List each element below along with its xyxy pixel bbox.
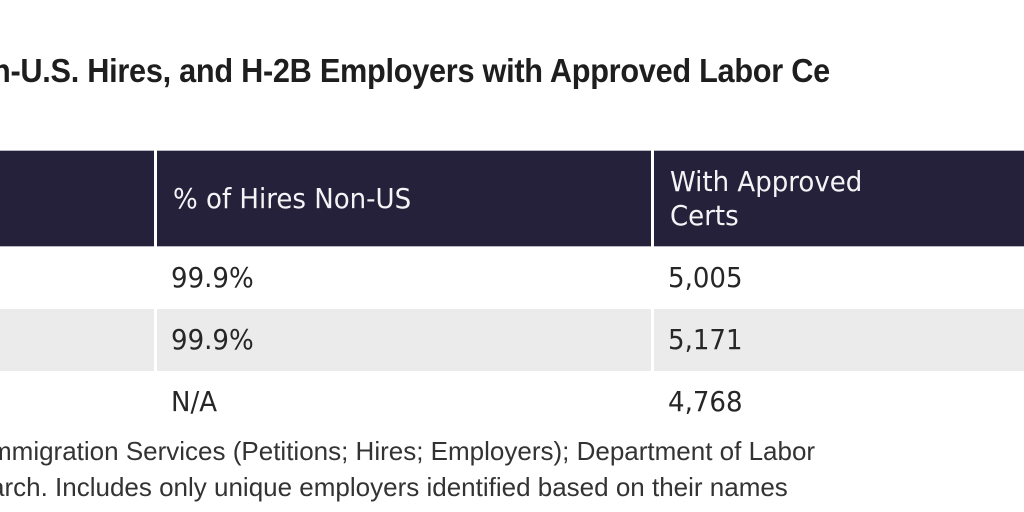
cell-pct-non-us: 99.9% <box>153 308 652 371</box>
source-note-line-1: mmigration Services (Petitions; Hires; E… <box>0 436 816 466</box>
cell-pct-non-us: 99.9% <box>153 246 652 309</box>
table-title: n-U.S. Hires, and H-2B Employers with Ap… <box>0 52 830 89</box>
table-row: 99.9% 5,171 <box>0 308 1024 371</box>
value-pct-non-us: 99.9% <box>170 261 254 295</box>
value-pct-non-us: N/A <box>170 385 217 418</box>
header-cell-pct-non-us: % of Hires Non-US <box>153 150 652 247</box>
value-approved-certs: 5,171 <box>667 323 743 356</box>
value-pct-non-us: 99.9% <box>170 323 254 356</box>
header-label-approved-certs-line2: Certs <box>669 198 739 232</box>
source-note-line-2: arch. Includes only unique employers ide… <box>0 472 788 502</box>
cell-approved-certs: 5,171 <box>650 308 1024 371</box>
value-approved-certs: 4,768 <box>667 385 743 418</box>
row-label <box>0 246 155 309</box>
table-row: N/A 4,768 <box>0 370 1024 433</box>
row-label <box>0 370 155 433</box>
cell-approved-certs: 4,768 <box>650 370 1024 433</box>
header-cell-label <box>0 150 155 247</box>
row-label <box>0 308 155 371</box>
source-note: mmigration Services (Petitions; Hires; E… <box>0 433 815 505</box>
table-row: 99.9% 5,005 <box>0 246 1024 309</box>
cell-pct-non-us: N/A <box>153 370 652 433</box>
value-approved-certs: 5,005 <box>667 261 743 295</box>
cell-approved-certs: 5,005 <box>650 246 1024 309</box>
header-cell-approved-certs: With Approved Certs <box>650 150 1024 247</box>
table-header-row: % of Hires Non-US With Approved Certs <box>0 150 1024 247</box>
header-label-pct-non-us: % of Hires Non-US <box>172 181 411 215</box>
header-label-approved-certs-line1: With Approved <box>669 164 862 198</box>
data-table: % of Hires Non-US With Approved Certs 99… <box>0 150 1024 433</box>
